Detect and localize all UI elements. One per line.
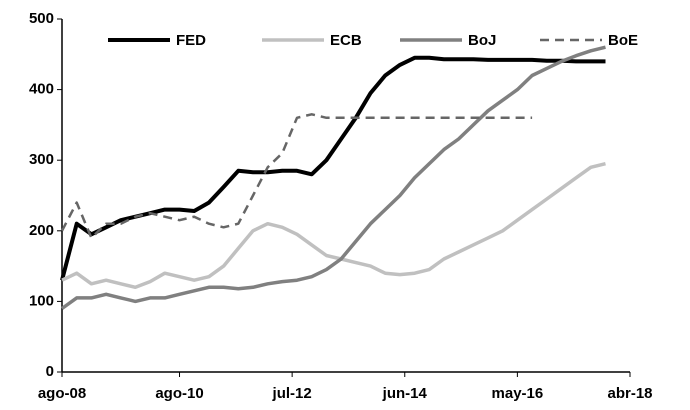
x-tick-label: jul-12 <box>272 385 312 402</box>
x-tick-label: ago-10 <box>155 385 203 402</box>
legend-label: BoE <box>608 32 638 49</box>
series-line <box>60 113 533 240</box>
y-tick-label: 300 <box>29 151 54 168</box>
series-line <box>60 45 606 310</box>
series-line <box>61 162 606 290</box>
x-tick-label: abr-18 <box>607 385 652 402</box>
series-line <box>60 55 606 281</box>
y-tick-label: 200 <box>29 222 54 239</box>
x-tick-label: ago-08 <box>38 385 86 402</box>
x-tick-label: may-16 <box>492 385 544 402</box>
legend-label: FED <box>176 32 206 49</box>
y-tick-label: 100 <box>29 292 54 309</box>
y-tick-label: 400 <box>29 81 54 98</box>
x-tick-label: jun-14 <box>382 385 428 402</box>
y-tick-label: 500 <box>29 10 54 27</box>
y-tick-label: 0 <box>46 363 54 380</box>
legend-label: BoJ <box>468 32 496 49</box>
legend-label: ECB <box>330 32 362 49</box>
